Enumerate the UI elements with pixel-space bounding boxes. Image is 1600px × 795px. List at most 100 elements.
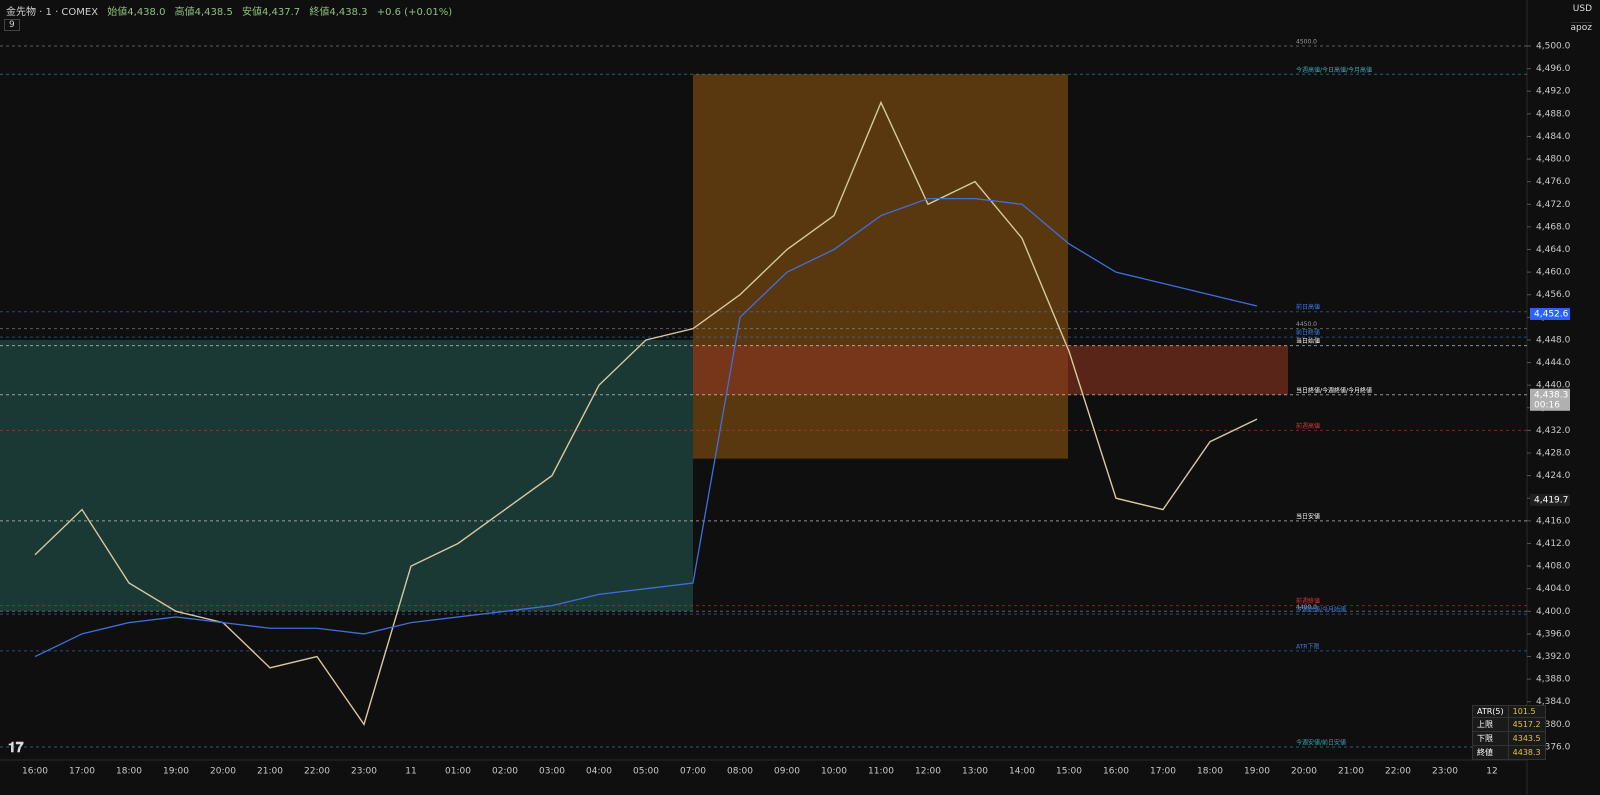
price-line [34, 100, 1258, 726]
level-label: 4500.0 [1296, 39, 1317, 46]
table-cell: ATR(5) [1472, 705, 1509, 718]
y-tick-label: 4,476.0 [1536, 177, 1571, 187]
level-label: 今週高値/今日高値/今月高値 [1296, 66, 1372, 74]
y-tick-label: 4,428.0 [1536, 449, 1571, 459]
x-tick-label: 14:00 [1009, 767, 1035, 777]
ohlc: 安値4,437.7 [242, 7, 301, 18]
table-cell: 終値 [1472, 745, 1509, 760]
y-tick-label: 4,388.0 [1536, 675, 1571, 685]
y-tick-label: 4,404.0 [1536, 584, 1571, 594]
table-cell: 4343.5 [1507, 731, 1546, 746]
x-tick-label: 21:00 [1338, 767, 1364, 777]
table-row: 下限 4343.5 [1472, 731, 1546, 746]
price-tag-label: 4,452.6 [1534, 309, 1569, 319]
y-tick-label: 4,424.0 [1536, 471, 1571, 481]
y-tick-label: 4,400.0 [1536, 607, 1571, 617]
x-tick-label: 17:00 [1150, 767, 1176, 777]
header: 金先物 · 1 · COMEX 始値4,438.0 高値4,438.5 安値4,… [6, 3, 458, 18]
scale-mode[interactable]: apoz [1570, 22, 1592, 33]
ohlc: 終値4,438.3 [309, 7, 368, 18]
table-row: 終値 4438.3 [1472, 745, 1546, 760]
x-tick-label: 12:00 [915, 767, 941, 777]
y-tick-label: 4,384.0 [1536, 697, 1571, 707]
y-tick-label: 4,468.0 [1536, 222, 1571, 232]
y-tick-label: 4,456.0 [1536, 290, 1571, 300]
x-tick-label: 07:00 [680, 767, 706, 777]
symbol: 金先物 · 1 · COMEX [6, 7, 99, 18]
table-cell: 4438.3 [1507, 745, 1546, 760]
x-tick-label: 05:00 [633, 767, 659, 777]
y-tick-label: 4,460.0 [1536, 268, 1571, 278]
table-cell: 下限 [1472, 731, 1509, 746]
y-tick-label: 4,480.0 [1536, 155, 1571, 165]
zone [693, 74, 1068, 459]
x-tick-label: 19:00 [163, 767, 189, 777]
price-tag [1530, 493, 1570, 506]
x-tick-label: 18:00 [116, 767, 142, 777]
y-tick-label: 4,412.0 [1536, 539, 1571, 549]
y-tick-label: 4,448.0 [1536, 335, 1571, 345]
x-tick-label: 01:00 [445, 767, 471, 777]
indicator-count[interactable]: 9 [4, 19, 20, 31]
x-tick-label: 02:00 [492, 767, 518, 777]
zone [693, 345, 1288, 395]
table-row: 上限 4517.2 [1472, 717, 1546, 732]
x-tick-label: 13:00 [962, 767, 988, 777]
x-tick-label: 09:00 [774, 767, 800, 777]
x-tick-label: 15:00 [1056, 767, 1082, 777]
x-tick-label: 23:00 [351, 767, 377, 777]
level-label: 前週高値 [1296, 422, 1320, 430]
x-tick-label: 16:00 [22, 767, 48, 777]
price-tag [1530, 388, 1570, 411]
level-label: ATR下限 [1296, 642, 1319, 650]
level-label: 4400.0 [1296, 604, 1317, 611]
y-tick-label: 4,488.0 [1536, 109, 1571, 119]
y-tick-label: 4,416.0 [1536, 516, 1571, 526]
x-tick-label: 19:00 [1244, 767, 1270, 777]
y-tick-label: 4,408.0 [1536, 562, 1571, 572]
x-tick-label: 22:00 [1385, 767, 1411, 777]
x-tick-label: 17:00 [69, 767, 95, 777]
y-tick-label: 4,432.0 [1536, 426, 1571, 436]
price-tag [1530, 307, 1570, 320]
level-label: 4450.0 [1296, 321, 1317, 328]
y-tick-label: 4,464.0 [1536, 245, 1571, 255]
x-tick-label: 11:00 [868, 767, 894, 777]
ohlc: 始値4,438.0 [107, 7, 166, 18]
y-tick-label: 4,472.0 [1536, 200, 1571, 210]
table-cell: 101.5 [1507, 705, 1546, 718]
y-tick-label: 4,484.0 [1536, 132, 1571, 142]
y-tick-label: 4,396.0 [1536, 629, 1571, 639]
x-tick-label: 12 [1486, 767, 1497, 777]
level-label: 前日終値 [1296, 329, 1320, 337]
level-label: 当日終値/今週終値/今月終値 [1296, 386, 1372, 394]
atr-table: ATR(5) 101.5 上限 4517.2 下限 4343.5 終値 4438.3 [1472, 705, 1546, 760]
x-tick-label: 21:00 [257, 767, 283, 777]
y-tick-label: 4,492.0 [1536, 87, 1571, 97]
ohlc: 高値4,438.5 [174, 7, 233, 18]
x-tick-label: 10:00 [821, 767, 847, 777]
vwap-line [34, 197, 1258, 658]
level-label: 今週始値/今月始値 [1296, 606, 1346, 614]
price-tag-label: 4,419.7 [1534, 495, 1568, 505]
y-tick-label: 4,392.0 [1536, 652, 1571, 662]
x-tick-label: 20:00 [1291, 767, 1317, 777]
x-tick-label: 08:00 [727, 767, 753, 777]
level-label: 今週安値/前日安値 [1296, 738, 1346, 746]
table-cell: 4517.2 [1507, 717, 1546, 732]
x-tick-label: 22:00 [304, 767, 330, 777]
change: +0.6 (+0.01%) [376, 7, 453, 18]
countdown: 00:16 [1534, 400, 1560, 410]
x-tick-label: 11 [405, 767, 416, 777]
level-label: 前日高値 [1296, 303, 1320, 311]
y-tick-label: 4,444.0 [1536, 358, 1571, 368]
level-label: 前週終値 [1296, 597, 1320, 605]
logo: 𝟏𝟕 [8, 740, 24, 756]
level-label: 当日始値 [1296, 337, 1320, 345]
y-tick-label: 4,376.0 [1536, 742, 1571, 752]
level-label: 当日安値 [1296, 512, 1320, 520]
x-tick-label: 20:00 [210, 767, 236, 777]
currency[interactable]: USD [1572, 4, 1592, 14]
